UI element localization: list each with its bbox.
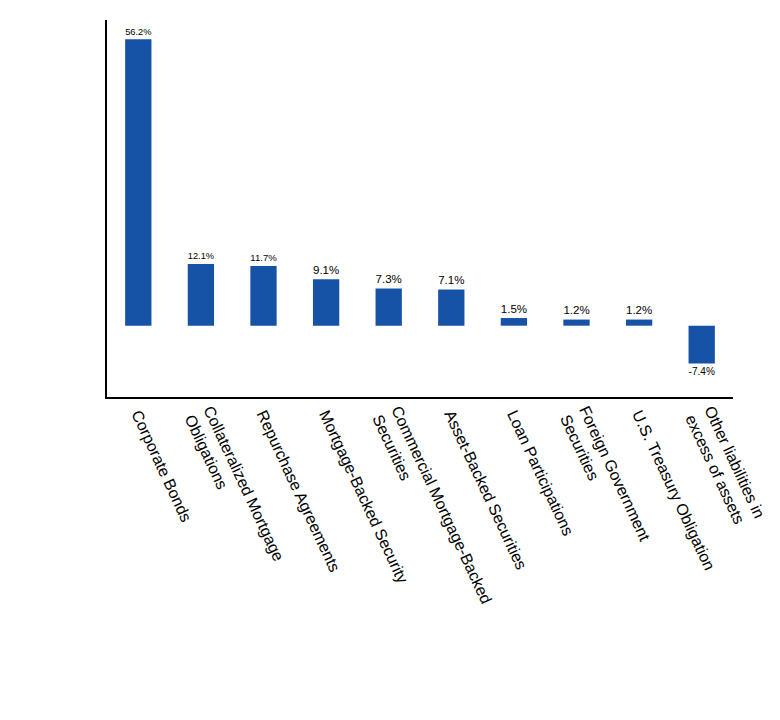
svg-text:-7.4%: -7.4% (689, 366, 715, 377)
svg-text:Repurchase Agreements: Repurchase Agreements (254, 408, 344, 575)
svg-text:1.2%: 1.2% (626, 304, 652, 316)
svg-text:Loan Participations: Loan Participations (504, 408, 577, 539)
svg-text:56.2%: 56.2% (125, 27, 151, 37)
svg-text:Mortgage-Backed Security: Mortgage-Backed Security (316, 408, 411, 586)
svg-text:Commercial Mortgage-BackedSecu: Commercial Mortgage-BackedSecurities (369, 403, 495, 615)
svg-text:7.1%: 7.1% (438, 274, 464, 286)
svg-text:Corporate Bonds: Corporate Bonds (128, 408, 195, 525)
svg-text:12.1%: 12.1% (188, 251, 214, 261)
svg-text:9.1%: 9.1% (313, 264, 339, 276)
svg-text:Other liabilities inexcess of: Other liabilities inexcess of assets (682, 403, 768, 529)
svg-text:1.5%: 1.5% (501, 303, 527, 315)
svg-text:Foreign GovernmentSecurities: Foreign GovernmentSecurities (557, 403, 654, 552)
svg-text:11.7%: 11.7% (250, 252, 277, 263)
svg-text:1.2%: 1.2% (563, 304, 589, 316)
svg-text:Asset-Backed Securities: Asset-Backed Securities (441, 408, 530, 572)
svg-text:7.3%: 7.3% (376, 273, 402, 285)
svg-text:U.S. Treasury Obligation: U.S. Treasury Obligation (629, 408, 718, 573)
svg-text:Collateralized MortgageObligat: Collateralized MortgageObligations (182, 403, 288, 572)
